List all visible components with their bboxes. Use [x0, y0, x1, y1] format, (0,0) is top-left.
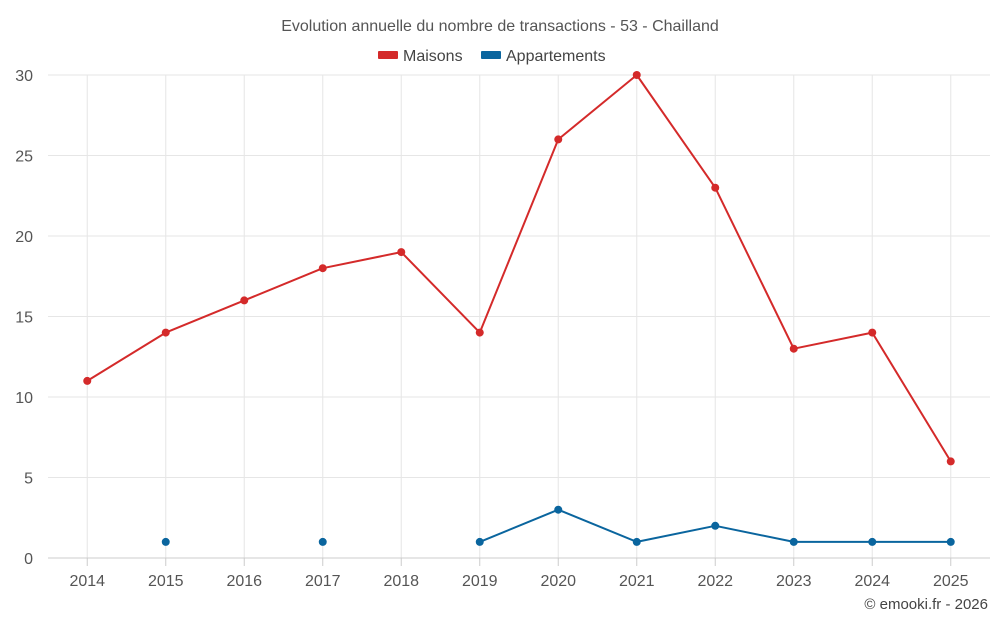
legend: Maisons Appartements — [378, 48, 606, 65]
x-tick-label-2021: 2021 — [619, 573, 655, 590]
y-tick-label-30: 30 — [15, 68, 33, 85]
line-segment-appartements-2022-2023 — [714, 524, 795, 543]
y-tick-label-0: 0 — [24, 551, 33, 568]
line-segment-maisons-2014-2015 — [86, 331, 167, 382]
point-maisons-2019[interactable] — [475, 328, 484, 337]
point-appartements-2023[interactable] — [789, 537, 798, 546]
point-appartements-2015[interactable] — [161, 537, 170, 546]
point-maisons-2022[interactable] — [711, 183, 720, 192]
x-tick-label-2019: 2019 — [462, 573, 498, 590]
line-segment-maisons-2018-2019 — [400, 251, 481, 334]
point-maisons-2017[interactable] — [318, 264, 327, 273]
y-tick-label-20: 20 — [15, 229, 33, 246]
line-segment-maisons-2024-2025 — [871, 331, 952, 463]
x-tick-label-2015: 2015 — [148, 573, 184, 590]
line-segment-maisons-2020-2021 — [557, 74, 638, 141]
legend-item-maisons[interactable]: Maisons — [378, 48, 463, 65]
line-segment-appartements-2020-2021 — [557, 508, 638, 543]
point-maisons-2021[interactable] — [632, 71, 641, 79]
x-tick-label-2016: 2016 — [226, 573, 262, 590]
point-maisons-2020[interactable] — [554, 135, 563, 144]
point-maisons-2024[interactable] — [868, 328, 877, 337]
line-segment-maisons-2023-2024 — [792, 331, 874, 350]
series-appartements — [161, 505, 955, 546]
line-segment-appartements-2021-2022 — [635, 524, 717, 543]
chart-title: Evolution annuelle du nombre de transact… — [281, 18, 719, 35]
x-tick-label-2025: 2025 — [933, 573, 969, 590]
x-tick-label-2018: 2018 — [383, 573, 419, 590]
line-segment-appartements-2019-2020 — [478, 508, 560, 543]
legend-label-appartements: Appartements — [506, 48, 606, 65]
legend-swatch-maisons — [378, 51, 398, 59]
line-segment-maisons-2019-2020 — [478, 138, 560, 334]
x-tick-label-2014: 2014 — [69, 573, 105, 590]
credit-text: © emooki.fr - 2026 — [864, 596, 988, 613]
series-maisons — [83, 71, 955, 466]
point-appartements-2019[interactable] — [475, 537, 484, 546]
x-tick-label-2022: 2022 — [697, 573, 733, 590]
legend-item-appartements[interactable]: Appartements — [481, 48, 606, 65]
line-segment-maisons-2015-2016 — [164, 299, 246, 334]
y-tick-label-10: 10 — [15, 390, 33, 407]
point-appartements-2017[interactable] — [318, 537, 327, 546]
y-tick-label-5: 5 — [24, 471, 33, 488]
line-segment-maisons-2021-2022 — [635, 74, 717, 189]
point-maisons-2016[interactable] — [240, 296, 249, 305]
point-appartements-2025[interactable] — [946, 537, 955, 546]
point-maisons-2014[interactable] — [83, 376, 92, 385]
series — [83, 71, 955, 546]
line-segment-maisons-2017-2018 — [321, 251, 403, 270]
point-appartements-2021[interactable] — [632, 537, 641, 546]
point-maisons-2018[interactable] — [397, 248, 406, 257]
x-tick-label-2020: 2020 — [540, 573, 576, 590]
y-tick-label-15: 15 — [15, 310, 33, 327]
point-appartements-2020[interactable] — [554, 505, 563, 514]
point-appartements-2022[interactable] — [711, 521, 720, 530]
y-tick-label-25: 25 — [15, 149, 33, 166]
point-appartements-2024[interactable] — [868, 537, 877, 546]
line-segment-maisons-2022-2023 — [714, 186, 795, 350]
gridlines — [48, 74, 990, 558]
point-maisons-2023[interactable] — [789, 344, 798, 353]
x-tick-label-2024: 2024 — [854, 573, 890, 590]
line-segment-maisons-2016-2017 — [243, 267, 324, 302]
point-maisons-2025[interactable] — [946, 457, 955, 466]
x-tick-label-2017: 2017 — [305, 573, 341, 590]
legend-label-maisons: Maisons — [403, 48, 463, 65]
point-maisons-2015[interactable] — [161, 328, 170, 337]
legend-swatch-appartements — [481, 51, 501, 59]
x-tick-label-2023: 2023 — [776, 573, 812, 590]
